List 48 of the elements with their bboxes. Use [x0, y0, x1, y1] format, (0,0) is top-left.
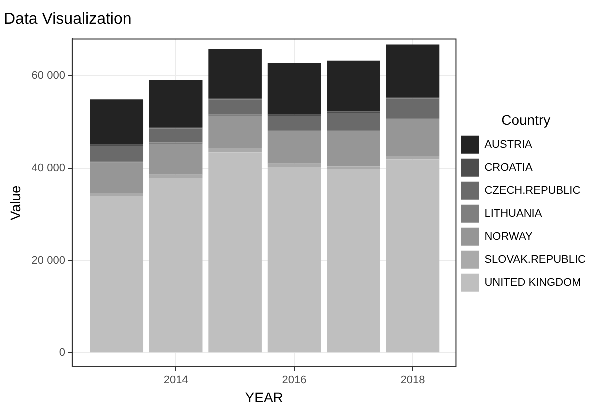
legend-label: AUSTRIA [484, 138, 534, 151]
bar [90, 196, 144, 353]
y-tick-label: 0 [59, 347, 66, 360]
bar [149, 128, 203, 143]
bar [268, 116, 322, 130]
bar [90, 146, 144, 162]
y-tick-label: 40 000 [32, 162, 66, 175]
bar [208, 152, 262, 353]
legend-title: Country [502, 112, 551, 128]
bar [208, 148, 262, 153]
legend-label: UNITED KINGDOM [484, 276, 582, 289]
bar [386, 120, 440, 156]
bar [386, 44, 440, 98]
bar [327, 166, 380, 170]
y-tick-label: 60 000 [32, 70, 66, 82]
legend-label: CROATIA [484, 162, 534, 174]
bar [149, 144, 203, 175]
x-tick-label: 2014 [164, 374, 188, 387]
legend-label: SLOVAK.REPUBLIC [484, 254, 586, 266]
x-axis-title: YEAR [245, 389, 284, 406]
bar [327, 132, 380, 167]
bar [327, 170, 380, 353]
bar [268, 132, 322, 164]
bar [149, 174, 203, 178]
bar [268, 167, 322, 353]
chart-title: Data Visualization [4, 11, 132, 28]
bar [208, 116, 262, 148]
y-axis-title: Value [7, 186, 24, 220]
bar [208, 49, 262, 98]
bar [208, 100, 262, 115]
x-tick-label: 2018 [400, 374, 426, 387]
bar [268, 63, 322, 115]
bar [90, 162, 144, 194]
x-tick-label: 2016 [282, 374, 307, 387]
bar [149, 80, 203, 128]
y-tick-label: 20 000 [32, 254, 66, 267]
legend-label: NORWAY [484, 230, 534, 243]
bar [149, 178, 203, 353]
bar [327, 60, 380, 112]
bar [386, 156, 440, 160]
bar [386, 98, 440, 118]
legend-label: CZECH.REPUBLIC [484, 184, 581, 197]
bar [268, 164, 322, 168]
bar [386, 160, 440, 353]
bar [90, 100, 144, 145]
bar [90, 193, 144, 196]
bar [327, 113, 380, 130]
legend-label: LITHUANIA [484, 208, 543, 220]
